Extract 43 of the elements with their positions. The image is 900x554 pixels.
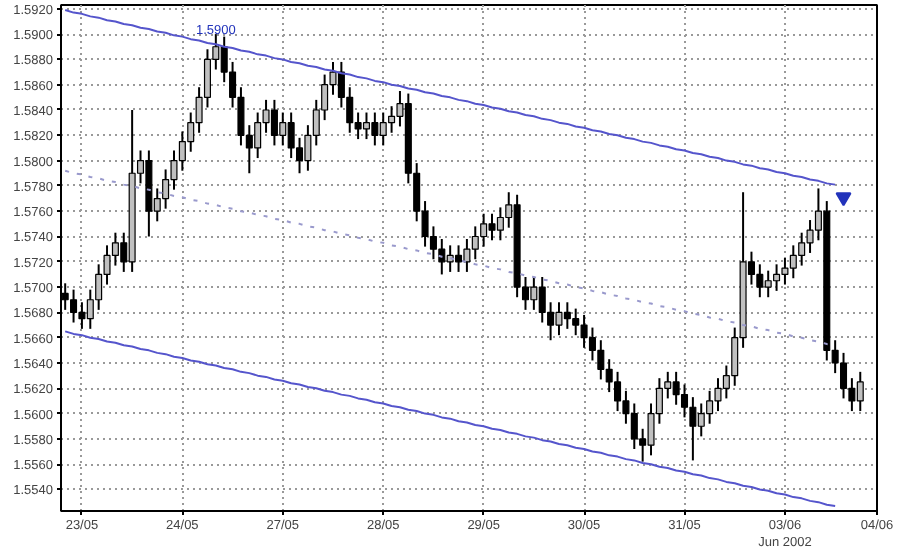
candlestick: [773, 263, 781, 292]
candlestick: [764, 269, 772, 299]
candlestick: [178, 130, 186, 172]
candlestick: [388, 105, 396, 134]
candlestick: [563, 301, 571, 330]
candlestick: [798, 231, 806, 267]
candlestick: [362, 111, 371, 141]
candlestick: [789, 244, 797, 280]
candlestick: [530, 275, 538, 311]
candlestick: [379, 111, 387, 147]
candlestick: [630, 402, 638, 451]
candlestick: [839, 351, 848, 400]
candlestick: [287, 111, 295, 160]
candlestick: [463, 238, 471, 273]
candlestick: [279, 111, 287, 147]
candlestick: [480, 212, 488, 248]
candlestick: [597, 339, 605, 381]
candlestick: [371, 111, 379, 147]
candlestick: [697, 402, 705, 438]
candlestick: [588, 326, 596, 362]
candlestick: [270, 98, 278, 147]
candlestick: [162, 168, 170, 210]
candlestick: [572, 307, 580, 337]
candlestick: [680, 383, 689, 419]
candlestick: [488, 212, 496, 242]
candlestick: [438, 238, 446, 276]
candlestick: [471, 225, 479, 261]
candlestick: [756, 263, 764, 299]
candlestick: [706, 389, 714, 425]
candlestick: [856, 370, 864, 413]
candlestick: [538, 275, 546, 324]
line-series: [64, 9, 837, 186]
candlestick: [254, 111, 262, 160]
candlestick: [555, 301, 563, 337]
candlestick: [605, 358, 613, 394]
candlestick: [70, 288, 78, 324]
candlestick: [111, 231, 119, 267]
candlestick: [95, 263, 103, 311]
candlestick: [496, 206, 504, 242]
candlestick: [614, 370, 622, 413]
candlestick: [455, 244, 463, 273]
line-series: [64, 330, 837, 507]
candlestick: [672, 370, 680, 406]
